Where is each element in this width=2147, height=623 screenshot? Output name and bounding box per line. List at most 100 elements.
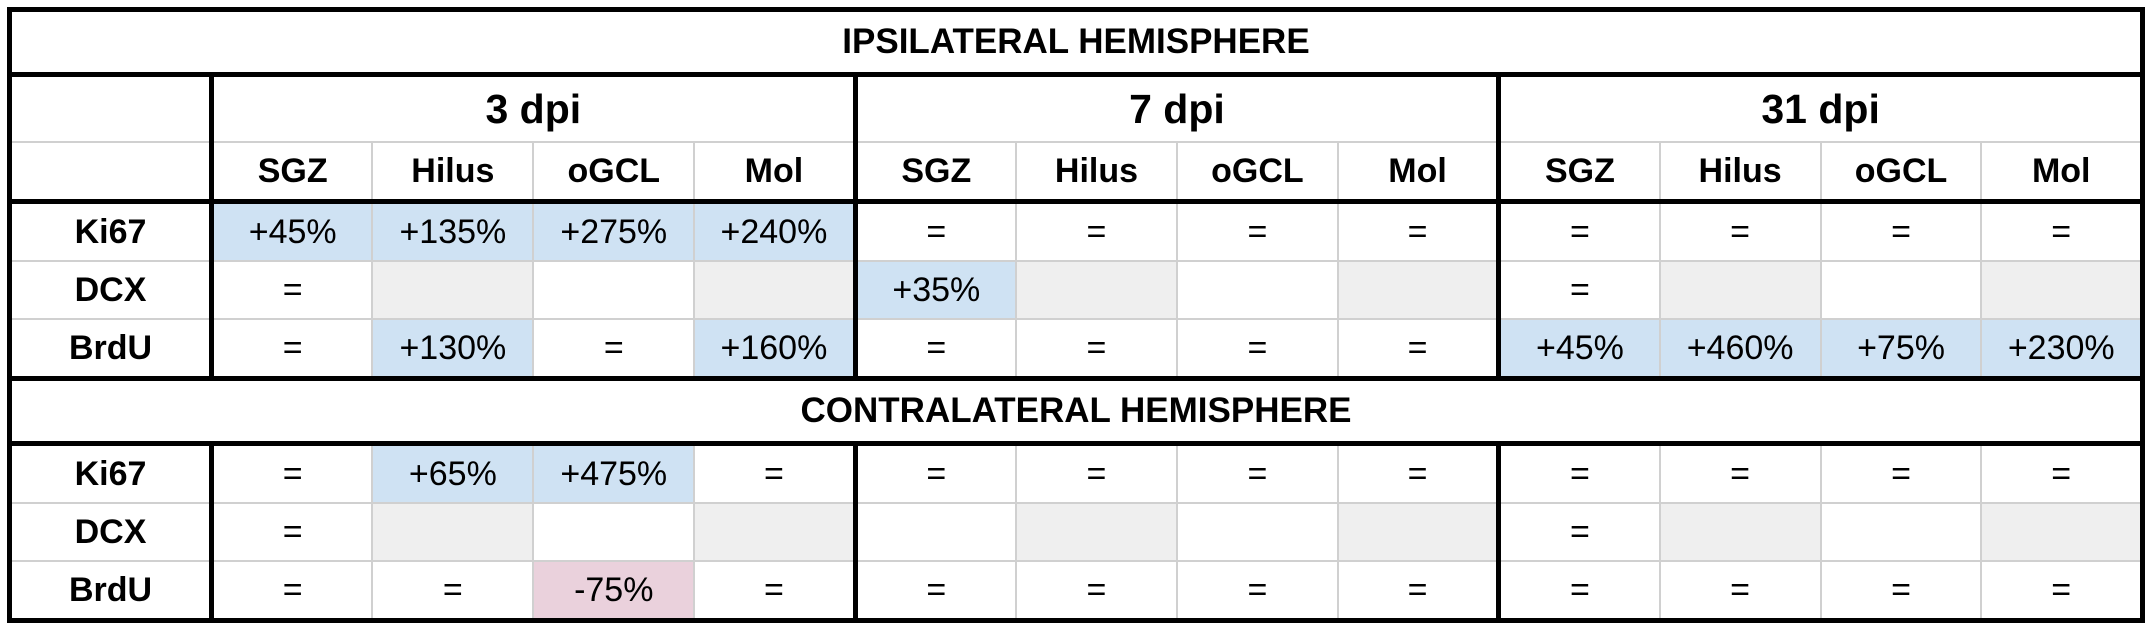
value-cell: +275%	[532, 200, 696, 262]
region-header: SGZ	[210, 141, 374, 204]
empty-cell	[1175, 502, 1339, 562]
value-cell: =	[1658, 200, 1822, 262]
section-row: IPSILATERAL HEMISPHERE	[8, 7, 2144, 77]
value-cell: =	[1175, 442, 1339, 504]
data-row: DCX = +35% =	[8, 260, 2144, 320]
value-cell: =	[1175, 560, 1339, 622]
region-header: Mol	[693, 141, 858, 204]
corner-cell	[8, 141, 214, 204]
corner-cell	[8, 73, 214, 143]
value-cell: =	[1819, 442, 1983, 504]
region-header: oGCL	[1175, 141, 1339, 204]
row-label: Ki67	[8, 200, 214, 262]
data-row: Ki67 = +65% +475% = = = = = = = = =	[8, 442, 2144, 504]
data-row: BrdU = = -75% = = = = = = = = =	[8, 560, 2144, 622]
value-cell: +75%	[1819, 318, 1983, 380]
value-cell: =	[532, 318, 696, 380]
value-cell: =	[1658, 442, 1822, 504]
value-cell: +45%	[210, 200, 374, 262]
empty-cell	[371, 260, 535, 320]
value-cell: =	[1497, 442, 1661, 504]
value-cell: =	[854, 560, 1018, 622]
empty-cell	[371, 502, 535, 562]
value-cell: =	[1015, 442, 1178, 504]
data-row: DCX = =	[8, 502, 2144, 562]
region-header: oGCL	[532, 141, 696, 204]
empty-cell	[1819, 502, 1983, 562]
section-title: CONTRALATERAL HEMISPHERE	[8, 376, 2144, 446]
timepoint-header: 3 dpi	[210, 73, 858, 143]
timepoint-row: 3 dpi 7 dpi 31 dpi	[8, 73, 2144, 143]
value-cell: =	[1658, 560, 1822, 622]
value-cell: +160%	[693, 318, 858, 380]
row-label: BrdU	[8, 318, 214, 380]
value-cell: =	[1980, 442, 2144, 504]
value-cell: =	[1015, 200, 1178, 262]
value-cell: +135%	[371, 200, 535, 262]
empty-cell	[1658, 502, 1822, 562]
value-cell: =	[1175, 318, 1339, 380]
value-cell: -75%	[532, 560, 696, 622]
value-cell: =	[1819, 200, 1983, 262]
value-cell: =	[1336, 560, 1502, 622]
row-label: DCX	[8, 260, 214, 320]
region-header: oGCL	[1819, 141, 1983, 204]
value-cell: =	[854, 318, 1018, 380]
empty-cell	[1658, 260, 1822, 320]
value-cell: +240%	[693, 200, 858, 262]
section-row: CONTRALATERAL HEMISPHERE	[8, 376, 2144, 446]
empty-cell	[532, 502, 696, 562]
empty-cell	[1980, 502, 2144, 562]
value-cell: =	[693, 442, 858, 504]
value-cell: =	[371, 560, 535, 622]
value-cell: +230%	[1980, 318, 2144, 380]
value-cell: =	[1819, 560, 1983, 622]
value-cell: =	[1497, 560, 1661, 622]
value-cell: =	[210, 260, 374, 320]
value-cell: =	[1336, 318, 1502, 380]
value-cell: =	[1497, 502, 1661, 562]
data-row: BrdU = +130% = +160% = = = = +45% +460% +75% +230%	[8, 318, 2144, 380]
empty-cell	[854, 502, 1018, 562]
empty-cell	[1015, 260, 1178, 320]
value-cell: =	[854, 200, 1018, 262]
section-title: IPSILATERAL HEMISPHERE	[8, 7, 2144, 77]
empty-cell	[1175, 260, 1339, 320]
region-header: Mol	[1980, 141, 2144, 204]
timepoint-header: 7 dpi	[854, 73, 1502, 143]
value-cell: =	[1980, 200, 2144, 262]
row-label: Ki67	[8, 442, 214, 504]
region-header: Hilus	[1015, 141, 1178, 204]
value-cell: =	[1980, 560, 2144, 622]
empty-cell	[1819, 260, 1983, 320]
results-table: IPSILATERAL HEMISPHERE 3 dpi 7 dpi 31 dpi SG…	[7, 7, 2145, 623]
empty-cell	[1336, 502, 1502, 562]
value-cell: =	[210, 318, 374, 380]
region-header: Mol	[1336, 141, 1502, 204]
value-cell: =	[1015, 560, 1178, 622]
empty-cell	[693, 502, 858, 562]
value-cell: =	[210, 560, 374, 622]
region-header: SGZ	[1497, 141, 1661, 204]
value-cell: =	[854, 442, 1018, 504]
empty-cell	[693, 260, 858, 320]
region-header: SGZ	[854, 141, 1018, 204]
value-cell: =	[1336, 200, 1502, 262]
value-cell: =	[1497, 260, 1661, 320]
value-cell: +460%	[1658, 318, 1822, 380]
region-header: Hilus	[371, 141, 535, 204]
row-label: DCX	[8, 502, 214, 562]
value-cell: =	[1015, 318, 1178, 380]
value-cell: =	[1497, 200, 1661, 262]
empty-cell	[532, 260, 696, 320]
empty-cell	[1980, 260, 2144, 320]
data-row: Ki67 +45% +135% +275% +240% = = = = = = = =	[8, 200, 2144, 262]
value-cell: +35%	[854, 260, 1018, 320]
region-row: SGZ Hilus oGCL Mol SGZ Hilus oGCL Mol SGZ Hilus oG…	[8, 141, 2144, 204]
timepoint-header: 31 dpi	[1497, 73, 2144, 143]
empty-cell	[1336, 260, 1502, 320]
value-cell: +130%	[371, 318, 535, 380]
value-cell: +65%	[371, 442, 535, 504]
value-cell: =	[210, 502, 374, 562]
